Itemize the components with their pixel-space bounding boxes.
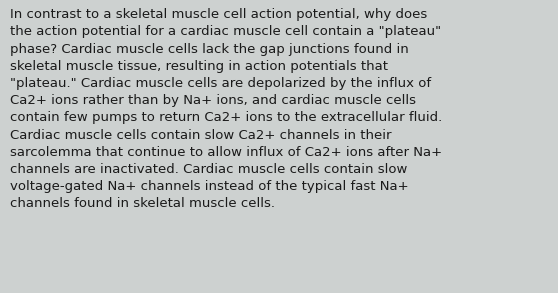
Text: In contrast to a skeletal muscle cell action potential, why does
the action pote: In contrast to a skeletal muscle cell ac… — [10, 8, 442, 210]
